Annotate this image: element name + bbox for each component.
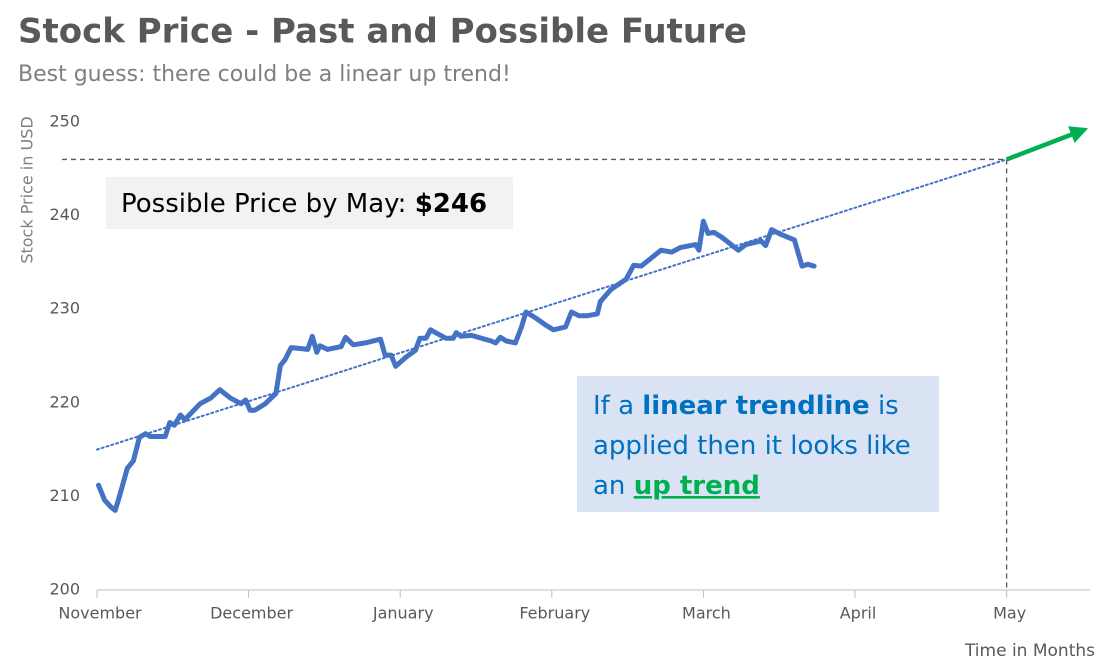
y-tick-label: 240 [49, 205, 80, 224]
trend-note-line: applied then it looks like [593, 431, 911, 461]
trend-note-line: If a linear trendline is [593, 391, 899, 421]
price-note-text: Possible Price by May: [121, 189, 406, 219]
trend-note-text: applied then it looks like [593, 431, 911, 461]
trend-note-text: an [593, 471, 625, 501]
trendline [96, 158, 1008, 451]
chart-subtitle: Best guess: there could be a linear up t… [18, 62, 511, 87]
x-tick-label: April [840, 604, 877, 623]
price-note: Possible Price by May: $246 [121, 189, 487, 219]
trend-note-line: an up trend [593, 471, 760, 501]
plot-area: 200 210 220 230 240 250 November December Januar… [49, 112, 1090, 623]
x-tick-label: February [519, 604, 590, 623]
chart-title: Stock Price - Past and Possible Future [18, 12, 747, 52]
y-tick-label: 200 [49, 580, 80, 599]
trend-note-highlight: up trend [634, 471, 760, 501]
x-tick-label: January [372, 604, 434, 623]
trend-note-text: If a [593, 391, 634, 421]
price-note-value: $246 [415, 189, 487, 219]
trend-note-emphasis: linear trendline [642, 391, 869, 421]
y-tick-label: 230 [49, 299, 80, 318]
trend-note: If a linear trendline is applied then it… [593, 391, 911, 501]
y-tick-label: 250 [49, 112, 80, 131]
x-tick-label: May [993, 604, 1026, 623]
y-tick-label: 210 [49, 486, 80, 505]
trend-note-box [577, 376, 939, 512]
x-tick-label: March [682, 604, 731, 623]
y-axis-title: Stock Price in USD [18, 116, 37, 263]
x-tick-label: November [58, 604, 142, 623]
x-axis-title: Time in Months [964, 641, 1095, 661]
trend-note-text: is [878, 391, 899, 421]
price-note-box [106, 177, 513, 229]
y-tick-label: 220 [49, 392, 80, 411]
x-tick-label: December [210, 604, 293, 623]
price-line [96, 218, 817, 513]
trend-arrow [1005, 126, 1089, 162]
